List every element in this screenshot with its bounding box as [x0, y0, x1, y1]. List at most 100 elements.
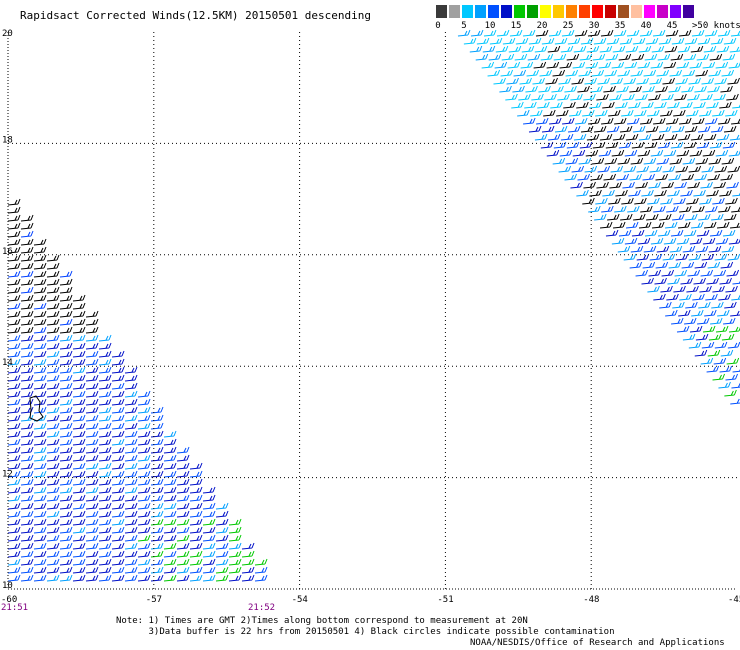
- wind-barb: [553, 141, 567, 149]
- wind-barb: [7, 438, 21, 446]
- wind-barb: [20, 334, 34, 342]
- wind-barb: [20, 438, 34, 446]
- wind-barb: [20, 510, 34, 518]
- wind-barb: [642, 261, 656, 269]
- wind-barb: [547, 45, 561, 53]
- wind-barb: [662, 253, 676, 261]
- wind-barb: [98, 502, 112, 510]
- wind-barb: [534, 133, 548, 141]
- wind-barb: [228, 558, 242, 566]
- wind-barb: [7, 342, 21, 350]
- wind-barb: [59, 326, 73, 334]
- wind-barb: [111, 574, 125, 582]
- wind-barb: [7, 510, 21, 518]
- wind-barb: [46, 390, 60, 398]
- wind-barb: [564, 85, 577, 93]
- wind-barb: [33, 550, 47, 558]
- wind-barb: [728, 150, 740, 157]
- wind-barb: [98, 558, 112, 566]
- wind-barb: [33, 406, 47, 414]
- wind-barb: [7, 294, 21, 302]
- wind-barb: [697, 125, 711, 133]
- wind-barb: [649, 253, 663, 261]
- wind-barb: [228, 518, 242, 526]
- wind-barb: [599, 133, 613, 141]
- colorbar-swatch: [683, 5, 694, 18]
- wind-barb: [176, 510, 190, 518]
- wind-barb: [695, 69, 709, 77]
- wind-barb: [630, 69, 644, 77]
- wind-barb: [699, 109, 712, 117]
- wind-barb: [33, 502, 47, 510]
- wind-barb: [679, 205, 692, 213]
- wind-barb: [124, 566, 138, 574]
- wind-barb: [671, 37, 685, 45]
- longitude-label: -54: [292, 595, 308, 605]
- wind-barb: [46, 526, 60, 534]
- wind-barb: [628, 101, 641, 109]
- wind-barb: [712, 197, 725, 205]
- wind-barb: [228, 550, 242, 558]
- wind-barb: [712, 373, 725, 381]
- wind-barb: [720, 85, 733, 93]
- wind-barb: [85, 334, 99, 342]
- wind-barb: [577, 85, 590, 93]
- wind-barb: [20, 454, 34, 462]
- wind-barb: [673, 285, 686, 293]
- wind-barb: [7, 246, 21, 254]
- wind-barb: [693, 189, 706, 197]
- wind-barb: [85, 558, 99, 566]
- wind-barb: [46, 462, 60, 470]
- wind-barb: [534, 45, 548, 53]
- wind-barb: [33, 542, 47, 550]
- wind-barb: [85, 326, 99, 334]
- wind-barb: [676, 237, 690, 245]
- wind-barb: [7, 550, 21, 558]
- wind-barb: [137, 414, 151, 422]
- wind-barb: [228, 526, 242, 534]
- wind-barb: [98, 398, 112, 406]
- wind-barb: [597, 165, 611, 173]
- credit-line: NOAA/NESDIS/Office of Research and Appli…: [470, 638, 725, 648]
- colorbar-tick-label: 20: [536, 21, 548, 31]
- wind-barb: [709, 53, 723, 61]
- wind-barb: [522, 29, 536, 37]
- time-labels: 21:51 21:52: [1, 603, 275, 613]
- wind-barb: [514, 53, 528, 61]
- wind-barb: [627, 205, 640, 213]
- wind-barb: [561, 29, 575, 37]
- wind-barb: [189, 558, 203, 566]
- wind-barb: [654, 101, 667, 109]
- wind-barb: [59, 302, 73, 310]
- wind-barb: [33, 494, 47, 502]
- wind-barb: [641, 189, 654, 197]
- wind-barb: [685, 301, 698, 309]
- wind-barb: [700, 269, 714, 277]
- wind-barb: [150, 446, 164, 454]
- wind-barb: [704, 309, 717, 317]
- wind-barb: [625, 133, 639, 141]
- wind-barb: [697, 317, 710, 325]
- wind-barb: [111, 502, 125, 510]
- wind-barb: [670, 229, 684, 237]
- wind-barb: [46, 574, 60, 582]
- wind-barb: [707, 349, 721, 357]
- wind-barb: [631, 141, 645, 149]
- wind-barb: [20, 558, 34, 566]
- wind-barb: [111, 486, 125, 494]
- wind-barb: [176, 574, 190, 582]
- wind-barb: [59, 462, 73, 470]
- wind-barb: [673, 109, 686, 117]
- wind-barb: [674, 181, 687, 189]
- wind-barb: [521, 45, 535, 53]
- wind-barb: [714, 77, 727, 85]
- wind-barb: [565, 69, 579, 77]
- wind-barb: [7, 502, 21, 510]
- wind-barb: [72, 382, 86, 390]
- wind-barb: [7, 318, 21, 326]
- wind-barb: [33, 374, 47, 382]
- wind-barb: [85, 526, 99, 534]
- wind-barb: [98, 518, 112, 526]
- wind-barb: [241, 566, 255, 574]
- wind-barb: [731, 294, 740, 301]
